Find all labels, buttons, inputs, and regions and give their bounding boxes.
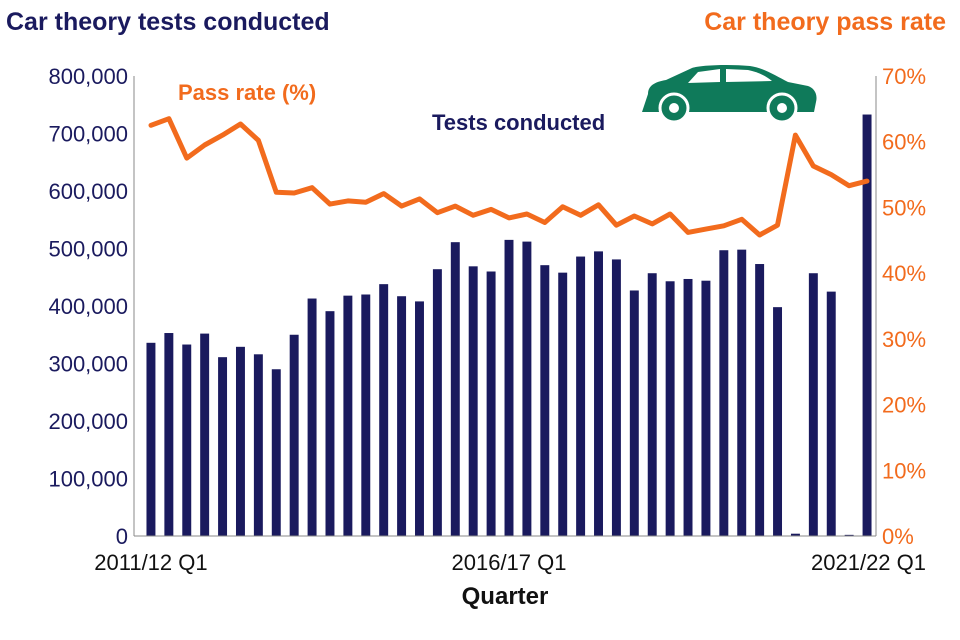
bar — [289, 334, 299, 536]
bar — [379, 284, 389, 536]
bar — [701, 280, 711, 536]
bar-series — [134, 114, 876, 537]
bar — [719, 250, 729, 536]
right-axis-title: Car theory pass rate — [704, 8, 946, 36]
bar — [343, 295, 353, 536]
bar — [253, 354, 263, 536]
bar — [844, 534, 854, 536]
bar — [361, 294, 371, 536]
bar — [146, 342, 156, 536]
left-tick-label: 600,000 — [48, 179, 128, 204]
right-tick-label: 70% — [882, 64, 926, 89]
right-tick-label: 40% — [882, 261, 926, 286]
right-tick-label: 30% — [882, 327, 926, 352]
pass-rate-line — [148, 116, 870, 238]
tests-conducted-label: Tests conducted — [432, 110, 606, 135]
bar — [755, 264, 765, 536]
bar — [468, 266, 478, 536]
bar — [594, 251, 603, 536]
bar — [307, 298, 317, 536]
left-tick-label: 400,000 — [48, 294, 128, 319]
x-tick-label: 2011/12 Q1 — [94, 550, 207, 575]
bar — [647, 273, 657, 536]
bar — [182, 344, 192, 536]
x-tick-label: 2016/17 Q1 — [452, 550, 567, 575]
bar — [665, 281, 675, 536]
bar — [397, 296, 407, 536]
right-tick-label: 50% — [882, 195, 926, 220]
bar — [504, 239, 514, 536]
bar — [415, 301, 424, 536]
bar — [540, 265, 550, 536]
bar — [325, 311, 335, 536]
right-tick-label: 0% — [882, 524, 914, 549]
bar — [522, 241, 532, 536]
bar — [558, 272, 568, 536]
left-tick-label: 500,000 — [48, 237, 128, 262]
bar — [450, 242, 460, 537]
right-tick-label: 10% — [882, 458, 926, 483]
bar — [862, 114, 872, 537]
left-axis-title: Car theory tests conducted — [6, 8, 330, 36]
bar — [218, 357, 228, 536]
pass-rate-label: Pass rate (%) — [178, 80, 317, 105]
bar — [826, 291, 836, 536]
bar — [164, 333, 174, 536]
car-icon — [642, 64, 817, 124]
left-tick-label: 0 — [116, 524, 128, 549]
left-tick-label: 100,000 — [48, 467, 128, 492]
bar — [737, 249, 747, 536]
bar — [235, 346, 245, 536]
left-axis: 0 100,000 200,000 300,000 400,000 500,000 600,… — [48, 64, 135, 549]
line-series — [148, 116, 870, 238]
bar — [773, 307, 783, 536]
x-axis-label: Quarter — [461, 583, 549, 610]
bar — [808, 273, 818, 536]
bar — [629, 290, 639, 536]
bar — [432, 269, 442, 536]
bar — [271, 369, 281, 536]
bar — [486, 271, 496, 536]
left-tick-label: 800,000 — [48, 64, 128, 89]
right-tick-label: 60% — [882, 130, 926, 155]
bar — [576, 256, 586, 536]
bar — [790, 533, 800, 536]
left-tick-label: 200,000 — [48, 409, 128, 434]
x-tick-label: 2021/22 Q1 — [811, 550, 926, 575]
left-tick-label: 700,000 — [48, 122, 128, 147]
left-tick-label: 300,000 — [48, 352, 128, 377]
right-tick-label: 20% — [882, 393, 926, 418]
right-axis: 0% 10% 20% 30% 40% 50% 60% 70% — [875, 64, 926, 549]
bar — [611, 259, 621, 536]
bar — [683, 278, 693, 536]
x-axis: 2011/12 Q1 2016/17 Q1 2021/22 Q1 — [94, 550, 926, 575]
bar — [200, 333, 210, 536]
